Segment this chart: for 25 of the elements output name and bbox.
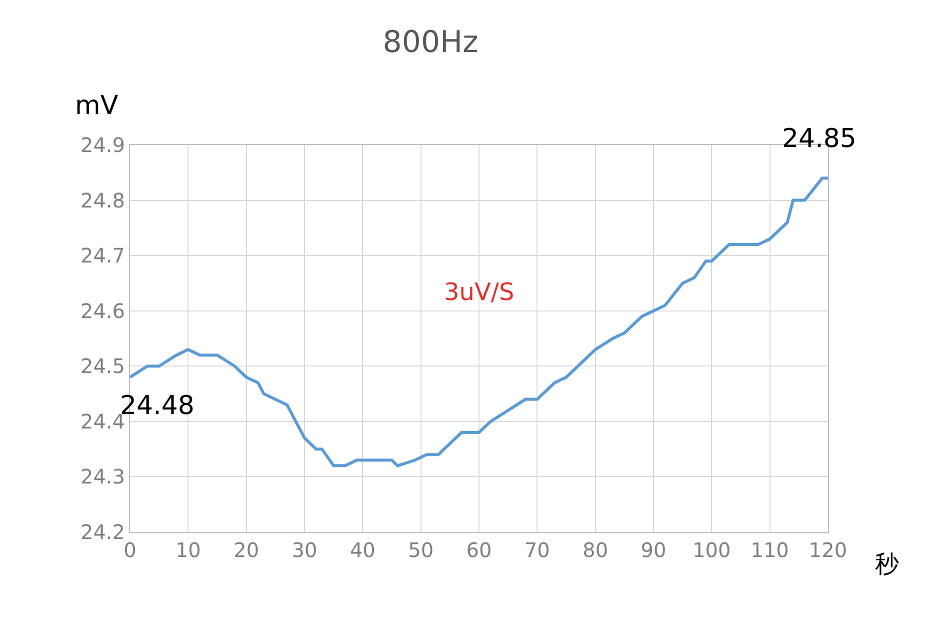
y-tick-label: 24.5	[80, 354, 125, 378]
annotation: 24.85	[782, 124, 856, 154]
x-tick-label: 20	[234, 538, 260, 562]
x-tick-label: 120	[808, 538, 848, 562]
x-tick-label: 100	[692, 538, 731, 562]
x-tick-label: 80	[582, 538, 608, 562]
chart-title: 800Hz	[382, 25, 478, 60]
y-axis-title: mV	[75, 91, 118, 121]
x-tick-label: 110	[750, 538, 789, 562]
annotation: 3uV/S	[444, 278, 514, 306]
x-tick-label: 70	[524, 538, 550, 562]
y-tick-label: 24.7	[80, 244, 125, 268]
y-tick-label: 24.2	[80, 520, 125, 544]
x-tick-label: 10	[175, 538, 201, 562]
x-tick-label: 90	[640, 538, 666, 562]
y-tick-label: 24.3	[80, 464, 125, 489]
x-tick-label: 50	[408, 538, 434, 562]
x-tick-label: 30	[292, 538, 318, 562]
x-tick-label: 0	[124, 538, 136, 562]
x-tick-label: 60	[466, 538, 492, 562]
x-tick-label: 40	[350, 538, 376, 562]
y-tick-label: 24.9	[80, 133, 125, 157]
y-tick-label: 24.6	[80, 298, 125, 323]
y-tick-label: 24.8	[80, 188, 125, 212]
x-axis-title: 秒	[875, 550, 899, 578]
